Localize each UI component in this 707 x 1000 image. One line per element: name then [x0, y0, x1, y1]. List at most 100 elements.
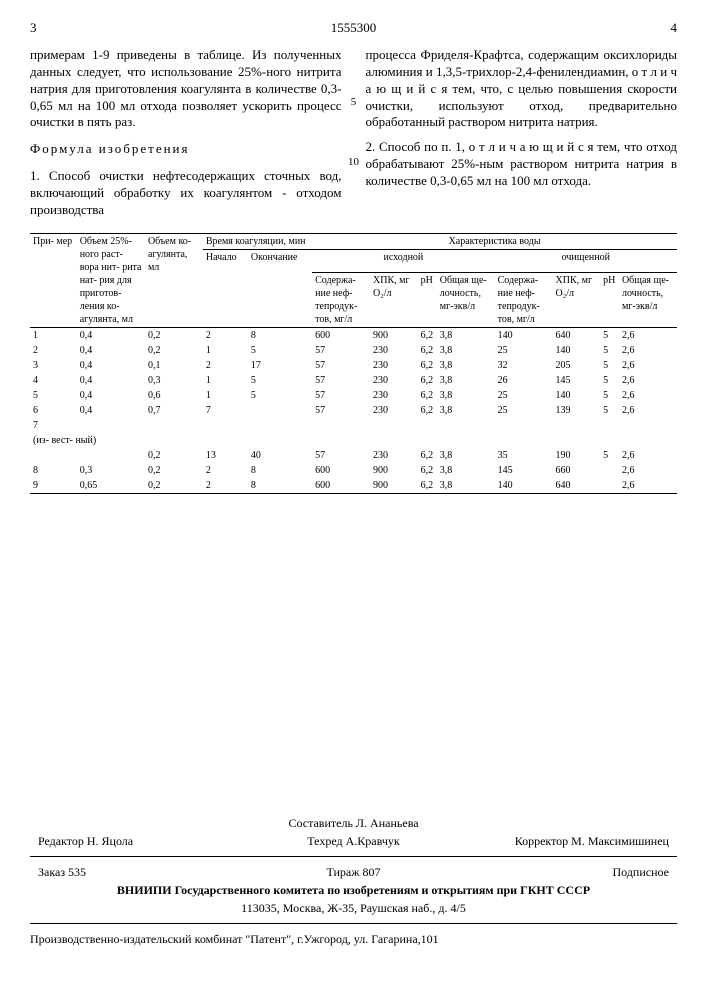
patent-number: 1555300 [70, 20, 637, 37]
page-header: 3 1555300 4 [30, 20, 677, 37]
table-note-cell: (из- вест- ный) [30, 433, 145, 448]
table-cell: 0,6 [145, 388, 203, 403]
table-cell [437, 433, 495, 448]
th-shel2: Общая ще- лочность, мг-экв/л [619, 272, 677, 327]
table-cell: 3 [30, 358, 77, 373]
table-cell: 57 [312, 403, 370, 418]
th-hpk2: ХПК, мг O₂/л [553, 272, 601, 327]
table-cell: 2,6 [619, 478, 677, 494]
table-cell: 0,4 [77, 327, 145, 343]
table-cell [30, 448, 77, 463]
table-cell: 3,8 [437, 448, 495, 463]
footer-vniipi-text: ВНИИПИ Государственного комитета по изоб… [117, 883, 590, 897]
table-cell: 5 [248, 388, 312, 403]
table-cell: 2,6 [619, 463, 677, 478]
table-cell: 0,4 [77, 373, 145, 388]
table-cell: 139 [553, 403, 601, 418]
table-row: 30,40,1217572306,23,83220552,6 [30, 358, 677, 373]
footer-credits: Редактор Н. Яцола Техред А.Кравчук Корре… [30, 832, 677, 850]
table-cell: 5 [600, 448, 619, 463]
table-cell: 7 [203, 403, 248, 418]
footer-corrector: Корректор М. Максимишинец [459, 832, 669, 850]
table-cell: 600 [312, 463, 370, 478]
footer-divider-2 [30, 923, 677, 924]
table-cell: 25 [495, 403, 553, 418]
table-row: 80,30,2286009006,23,81456602,6 [30, 463, 677, 478]
th-primer: При- мер [30, 233, 77, 327]
table-cell: 0,7 [145, 403, 203, 418]
table-cell: 230 [370, 403, 418, 418]
table-cell [312, 433, 370, 448]
left-paragraph-1: примерам 1-9 приведены в таблице. Из пол… [30, 47, 342, 131]
table-cell: 26 [495, 373, 553, 388]
table-cell [495, 433, 553, 448]
table-cell: 9 [30, 478, 77, 494]
table-cell: 57 [312, 358, 370, 373]
table-cell: 190 [553, 448, 601, 463]
footer: Составитель Л. Ананьева Редактор Н. Яцол… [30, 814, 677, 948]
table-cell: 6 [30, 403, 77, 418]
table-cell: 900 [370, 463, 418, 478]
footer-order: Заказ 535 [38, 863, 248, 881]
th-sod1: Содержа- ние неф- тепродук- тов, мг/л [312, 272, 370, 327]
th-och: очищенной [495, 249, 677, 272]
table-cell: 6,2 [418, 448, 437, 463]
table-cell: 145 [495, 463, 553, 478]
table-row: 50,40,615572306,23,82514052,6 [30, 388, 677, 403]
table-body: 10,40,2286009006,23,814064052,620,40,215… [30, 327, 677, 493]
table-header: При- мер Объем 25%-ного раст- вора нит- … [30, 233, 677, 327]
table-cell: 3,8 [437, 463, 495, 478]
table-cell [418, 418, 437, 433]
th-volko: Объем ко- агулянта, мл [145, 233, 203, 327]
table-cell: 4 [30, 373, 77, 388]
data-table: При- мер Объем 25%-ного раст- вора нит- … [30, 233, 677, 494]
table-cell [77, 418, 145, 433]
table-cell: 2,6 [619, 373, 677, 388]
th-time: Время коагуляции, мин [203, 233, 312, 249]
table-cell: 0,4 [77, 343, 145, 358]
footer-address1: 113035, Москва, Ж-35, Раушская наб., д. … [30, 899, 677, 917]
table-cell: 32 [495, 358, 553, 373]
table-cell [600, 463, 619, 478]
table-cell: 6,2 [418, 478, 437, 494]
th-end: Окончание [248, 249, 312, 327]
table-cell: 8 [248, 478, 312, 494]
table-cell: 3,8 [437, 478, 495, 494]
table-row: 40,40,315572306,23,82614552,6 [30, 373, 677, 388]
table-cell: 5 [600, 343, 619, 358]
th-shel1: Общая ще- лочность, мг-экв/л [437, 272, 495, 327]
table-cell: 3,8 [437, 403, 495, 418]
line-number-5: 5 [351, 95, 357, 109]
table-cell: 5 [248, 373, 312, 388]
table-cell: 1 [203, 343, 248, 358]
table-cell: 57 [312, 343, 370, 358]
table-cell [553, 433, 601, 448]
table-cell [248, 418, 312, 433]
table-cell: 2 [30, 343, 77, 358]
table-cell: 3,8 [437, 388, 495, 403]
th-ph2: pH [600, 272, 619, 327]
table-cell: 57 [312, 448, 370, 463]
table-row: 10,40,2286009006,23,814064052,6 [30, 327, 677, 343]
table-cell: 5 [248, 343, 312, 358]
table-cell: 35 [495, 448, 553, 463]
table-cell: 600 [312, 327, 370, 343]
table-cell: 8 [248, 463, 312, 478]
table-cell [203, 433, 248, 448]
table-row: 0,21340572306,23,83519052,6 [30, 448, 677, 463]
table-cell: 0,2 [145, 343, 203, 358]
table-cell [248, 433, 312, 448]
footer-vniipi: ВНИИПИ Государственного комитета по изоб… [30, 881, 677, 899]
table-cell: 140 [553, 388, 601, 403]
table-cell: 6,2 [418, 388, 437, 403]
footer-address2: Производственно-издательский комбинат "П… [30, 930, 677, 948]
table-cell [553, 418, 601, 433]
table-cell: 6,2 [418, 403, 437, 418]
table-cell [619, 418, 677, 433]
table-cell: 40 [248, 448, 312, 463]
table-cell: 230 [370, 388, 418, 403]
table-cell: 25 [495, 343, 553, 358]
table-cell: 13 [203, 448, 248, 463]
th-char: Характеристика воды [312, 233, 677, 249]
table-cell: 0,4 [77, 403, 145, 418]
